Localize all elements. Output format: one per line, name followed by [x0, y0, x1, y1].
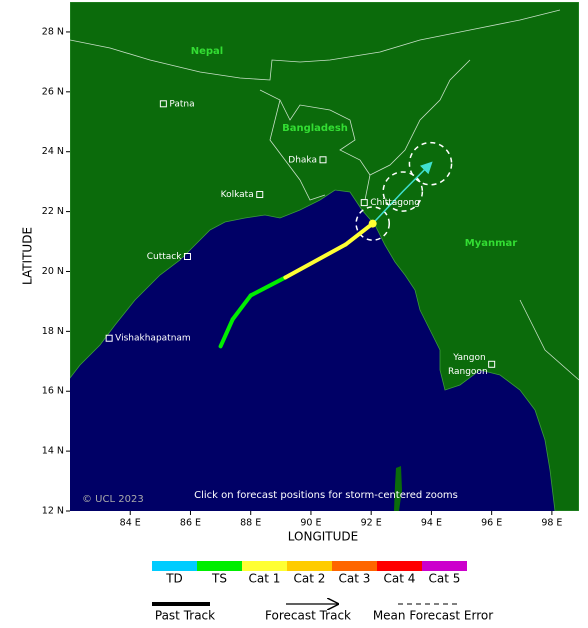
city-marker — [319, 156, 327, 164]
legend-swatch — [332, 561, 377, 571]
error-circle[interactable] — [382, 171, 424, 212]
y-tick-label: 28 N — [42, 26, 64, 37]
island — [394, 466, 402, 511]
city-label: Chittagong — [370, 198, 420, 208]
legend-swatch — [152, 561, 197, 571]
error-circle[interactable] — [408, 141, 453, 186]
city-marker — [105, 334, 113, 342]
city-label: Cuttack — [147, 252, 183, 262]
land — [70, 2, 579, 511]
x-tick-label: 96 E — [481, 518, 502, 529]
y-tick-label: 22 N — [42, 206, 64, 217]
legend-label: TS — [211, 572, 227, 586]
city-marker — [488, 360, 496, 368]
y-tick-label: 14 N — [42, 446, 64, 457]
country-label: Myanmar — [465, 238, 518, 249]
legend-swatch — [287, 561, 332, 571]
zoom-note: Click on forecast positions for storm-ce… — [194, 490, 458, 501]
y-tick-label: 18 N — [42, 326, 64, 337]
legend-label: Past Track — [155, 609, 215, 623]
past-track-segment — [343, 221, 375, 247]
x-tick-label: 84 E — [120, 518, 141, 529]
copyright: © UCL 2023 — [82, 494, 144, 505]
legend-label: Cat 5 — [429, 572, 461, 586]
legend-label: Cat 4 — [384, 572, 416, 586]
error-circle[interactable] — [355, 206, 391, 241]
y-tick-label: 20 N — [42, 266, 64, 277]
x-tick-label: 94 E — [421, 518, 442, 529]
past-track-segment — [283, 242, 348, 280]
city-label: Dhaka — [288, 155, 317, 165]
legend-swatch — [377, 561, 422, 571]
legend-label: Cat 3 — [339, 572, 371, 586]
x-tick-label: 98 E — [541, 518, 562, 529]
x-tick-label: 88 E — [240, 518, 261, 529]
borders — [70, 9, 579, 381]
city-label: Vishakhapatnam — [115, 334, 191, 344]
country-label: Bangladesh — [282, 123, 348, 134]
forecast-track — [372, 161, 433, 225]
legend-label: TD — [165, 572, 183, 586]
city-label: Patna — [169, 99, 194, 109]
country-label: Nepal — [191, 46, 224, 57]
city-label: Rangoon — [448, 367, 488, 377]
city-marker — [360, 199, 368, 207]
past-track-segment — [248, 275, 288, 298]
city-marker — [256, 191, 264, 199]
map-area[interactable] — [70, 2, 579, 511]
city-label: Yangon — [452, 353, 485, 363]
legend-label: Cat 2 — [294, 572, 326, 586]
legend-label: Forecast Track — [265, 609, 351, 623]
y-tick-label: 12 N — [42, 506, 64, 517]
y-axis-label: LATITUDE — [21, 227, 35, 285]
y-tick-label: 16 N — [42, 386, 64, 397]
x-tick-label: 92 E — [361, 518, 382, 529]
past-track-segment — [218, 317, 235, 349]
legend-swatch — [197, 561, 242, 571]
current-position — [368, 219, 377, 228]
legend-label: Cat 1 — [249, 572, 281, 586]
city-label: Kolkata — [221, 190, 254, 200]
legend-swatch — [422, 561, 467, 571]
past-track-segment — [230, 293, 253, 322]
legend-swatch — [242, 561, 287, 571]
city-marker — [183, 253, 191, 260]
legend-label: Mean Forecast Error — [373, 609, 493, 623]
x-tick-label: 86 E — [180, 518, 201, 529]
y-tick-label: 26 N — [42, 86, 64, 97]
city-marker — [159, 100, 167, 108]
y-tick-label: 24 N — [42, 146, 64, 157]
x-axis-label: LONGITUDE — [288, 530, 358, 544]
x-tick-label: 90 E — [300, 518, 321, 529]
